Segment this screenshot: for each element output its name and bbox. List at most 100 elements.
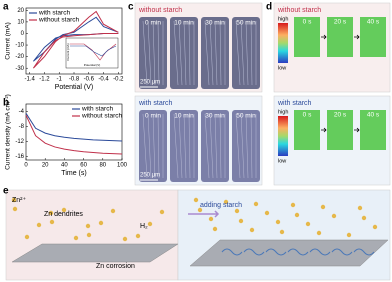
texture (219, 20, 222, 86)
y-tick-label: -4 (19, 109, 25, 115)
time-label: 10 min (174, 20, 194, 27)
ion (223, 199, 229, 205)
time-label: 0 s (303, 112, 312, 119)
texture (178, 113, 183, 179)
texture (235, 20, 241, 86)
ion (48, 210, 54, 216)
panel-letter: d (266, 2, 272, 13)
group-title: with starch (277, 100, 312, 107)
texture (209, 113, 214, 179)
label: H₂ (140, 223, 148, 230)
ion (372, 224, 378, 230)
y-tick-label: -16 (15, 154, 24, 160)
color-bar-high: high (278, 109, 288, 115)
legend-label: with starch (38, 10, 70, 17)
color-bar-low: low (278, 158, 286, 164)
texture (152, 20, 156, 86)
x-tick-label: -0.4 (98, 77, 109, 83)
ion (85, 223, 91, 229)
ion (361, 215, 367, 221)
texture (183, 113, 187, 179)
ion (11, 197, 17, 203)
starch (265, 248, 287, 256)
texture (209, 20, 214, 86)
y-axis-label: Current (mA) (5, 22, 12, 60)
x-axis-label: Potential (V) (55, 84, 94, 91)
ion (294, 212, 300, 218)
step-arrow (188, 210, 220, 218)
x-tick-label: -1.2 (39, 77, 50, 83)
ion (249, 227, 255, 233)
ion (86, 232, 92, 238)
y-tick-label: 10 (17, 19, 24, 25)
x-tick-label: 80 (99, 163, 106, 169)
ion (24, 234, 30, 240)
time-label: 50 min (236, 113, 256, 120)
texture (188, 113, 191, 179)
y-tick-label: -10 (15, 43, 24, 49)
ion (279, 229, 285, 235)
y-tick-label: -12 (15, 139, 24, 145)
color-bar-low: low (278, 65, 286, 71)
arrow (321, 34, 327, 40)
y-tick-label: -30 (15, 66, 24, 72)
field-map (294, 110, 320, 150)
panel-letter: b (3, 98, 9, 109)
ion (305, 221, 311, 227)
ion (147, 221, 153, 227)
panel-letter: a (3, 2, 9, 13)
ion (238, 218, 244, 224)
texture (245, 113, 249, 179)
ion (331, 213, 337, 219)
color-bar (278, 23, 288, 63)
texture (152, 113, 156, 179)
x-tick-label: -0.6 (84, 77, 95, 83)
ion (275, 219, 281, 225)
time-label: 10 min (174, 113, 194, 120)
texture (157, 20, 160, 86)
arrow (354, 34, 360, 40)
ion (36, 222, 42, 228)
legend-label: without starch (81, 113, 122, 120)
starch (331, 248, 353, 256)
field-map (294, 17, 320, 57)
time-label: 50 min (236, 20, 256, 27)
group-title: without starch (138, 7, 182, 14)
texture (235, 113, 241, 179)
texture (214, 113, 218, 179)
zn-slab (11, 243, 179, 263)
field-map (360, 110, 386, 150)
texture (173, 113, 179, 179)
data-line (25, 113, 123, 142)
ion (197, 207, 203, 213)
plot-frame (25, 103, 123, 161)
ion (346, 232, 352, 238)
label: Zn²⁺ (12, 197, 27, 204)
color-bar-high: high (278, 16, 288, 22)
panel-letter: e (3, 186, 9, 197)
time-label: 30 min (205, 20, 225, 27)
texture (178, 20, 183, 86)
texture (240, 113, 245, 179)
time-label: 30 min (205, 113, 225, 120)
ion (159, 209, 165, 215)
ion (98, 220, 104, 226)
y-tick-label: -20 (15, 54, 24, 60)
ion (12, 206, 18, 212)
ion (290, 202, 296, 208)
ion (320, 204, 326, 210)
starch (309, 248, 331, 256)
time-label: 0 s (303, 19, 312, 26)
legend-label: without starch (38, 17, 79, 24)
ion (122, 236, 128, 242)
starch (353, 248, 375, 256)
x-tick-label: 100 (117, 163, 128, 169)
ion (212, 226, 218, 232)
y-tick-label: -8 (19, 124, 25, 130)
time-label: 40 s (367, 112, 380, 119)
inset-y-label: Current (mA) (66, 43, 70, 60)
field-map (327, 17, 353, 57)
texture (147, 20, 152, 86)
ion (264, 210, 270, 216)
